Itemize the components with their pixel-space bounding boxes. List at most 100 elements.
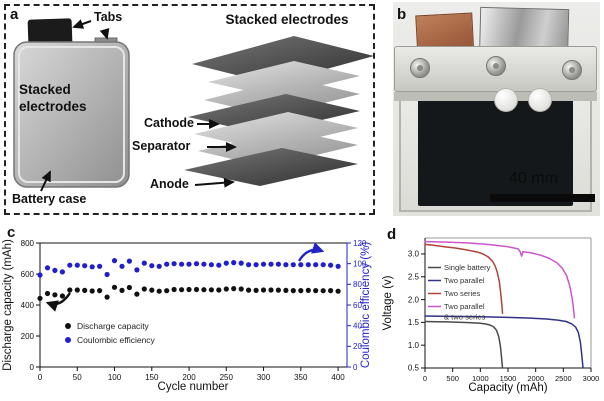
- data-point-capacity: [335, 288, 341, 294]
- data-point-efficiency: [141, 260, 147, 266]
- data-point-capacity: [275, 287, 281, 293]
- svg-text:1.0: 1.0: [408, 341, 420, 350]
- svg-text:Coulombic efficiency: Coulombic efficiency: [77, 335, 156, 345]
- svg-text:800: 800: [21, 239, 35, 248]
- svg-text:40: 40: [353, 321, 362, 330]
- cathode-label: Cathode: [144, 116, 194, 130]
- data-point-efficiency: [231, 260, 237, 266]
- data-point-capacity: [171, 286, 177, 293]
- data-point-capacity: [67, 287, 73, 293]
- vent-plug: [528, 88, 552, 112]
- panel-d-voltage-chart: d 0 500 1000 1500 2000 2500 3000 0.5 1.0 1.5 2.0 2.…: [380, 222, 604, 401]
- data-point-capacity: [238, 286, 244, 292]
- data-point-capacity: [74, 287, 80, 293]
- data-point-capacity: [179, 287, 185, 293]
- data-point-capacity: [268, 287, 274, 293]
- data-point-capacity: [37, 295, 43, 301]
- data-point-efficiency: [253, 262, 259, 268]
- data-point-efficiency: [59, 269, 65, 275]
- data-point-efficiency: [44, 265, 51, 271]
- series-line-2: [424, 243, 504, 315]
- data-point-capacity: [156, 288, 162, 294]
- svg-text:350: 350: [294, 373, 308, 382]
- battery-case-label: Battery case: [12, 192, 87, 206]
- data-point-efficiency: [111, 258, 118, 264]
- data-point-efficiency: [89, 264, 95, 270]
- battery-tab-negative: [27, 18, 73, 47]
- svg-text:0: 0: [30, 363, 35, 372]
- panel-c-cycling-chart: c 0 50 100 150 200 250 300 350 400 0 200 400 600 800 0…: [0, 222, 380, 401]
- svg-text:200: 200: [182, 373, 196, 382]
- svg-text:50: 50: [73, 373, 82, 382]
- svg-text:2.5: 2.5: [408, 272, 420, 281]
- svg-text:80: 80: [353, 280, 362, 289]
- data-point-efficiency: [260, 261, 267, 267]
- data-point-efficiency: [201, 261, 207, 267]
- data-point-efficiency: [313, 262, 319, 268]
- data-point-efficiency: [238, 260, 244, 266]
- data-point-efficiency: [186, 261, 192, 267]
- data-point-capacity: [231, 286, 237, 292]
- scale-bar: [490, 194, 595, 202]
- svg-text:20: 20: [353, 342, 362, 351]
- electrode-sheet-2: [208, 61, 360, 97]
- screw-icon: [486, 56, 506, 76]
- svg-text:2000: 2000: [527, 374, 544, 383]
- svg-text:0: 0: [353, 363, 358, 372]
- stacked-electrodes-body-label: Stacked electrodes: [19, 82, 87, 114]
- data-point-efficiency: [119, 263, 125, 269]
- svg-text:1500: 1500: [500, 374, 517, 383]
- voltage-chart: 0 500 1000 1500 2000 2500 3000 0.5 1.0 1.5 2.0 2.5 3…: [382, 237, 599, 394]
- svg-text:100: 100: [108, 373, 122, 382]
- data-point-efficiency: [52, 267, 58, 273]
- data-point-capacity: [201, 287, 207, 293]
- data-point-efficiency: [179, 261, 185, 267]
- data-point-efficiency: [37, 272, 43, 278]
- data-point-capacity: [119, 287, 125, 293]
- svg-text:1.5: 1.5: [408, 318, 420, 327]
- data-point-capacity: [193, 286, 200, 293]
- data-point-efficiency: [283, 262, 289, 268]
- data-point-efficiency: [126, 258, 132, 264]
- svg-text:300: 300: [257, 373, 271, 382]
- data-point-capacity: [298, 288, 304, 294]
- efficiency-axis-arrow: [297, 242, 325, 262]
- data-point-efficiency: [246, 262, 252, 268]
- electrode-stack-photo: [418, 98, 573, 206]
- cycling-chart: 0 50 100 150 200 250 300 350 400 0 200 400 600 800 0 20…: [2, 239, 372, 393]
- data-point-capacity: [111, 284, 118, 290]
- data-point-efficiency: [335, 263, 341, 269]
- tabs-arrow-left: [72, 19, 92, 29]
- battery-case-highlight: [18, 46, 125, 183]
- data-point-capacity: [104, 294, 110, 300]
- data-point-efficiency: [208, 262, 214, 268]
- scale-bar-label: 40 mm: [509, 170, 558, 187]
- data-point-efficiency: [320, 262, 326, 268]
- svg-text:Discharge capacity: Discharge capacity: [77, 321, 150, 331]
- data-point-efficiency: [67, 262, 73, 268]
- data-point-efficiency: [156, 263, 162, 269]
- anode-label: Anode: [150, 177, 189, 191]
- series-line-0: [424, 320, 504, 369]
- data-point-capacity: [313, 288, 319, 294]
- data-point-efficiency: [193, 261, 200, 267]
- data-point-capacity: [223, 286, 229, 292]
- data-point-efficiency: [149, 263, 155, 269]
- svg-text:0: 0: [423, 374, 427, 383]
- data-point-capacity: [290, 288, 296, 294]
- schematic-graphics: [13, 18, 374, 192]
- cycling-chart-content: 0 50 100 150 200 250 300 350 400 0 200 400 600 800 0 20…: [2, 239, 372, 393]
- data-point-capacity: [283, 287, 289, 293]
- svg-text:250: 250: [220, 373, 234, 382]
- data-point-capacity: [164, 288, 170, 294]
- panel-a-label: a: [10, 6, 19, 23]
- battery-case-body: [13, 41, 130, 188]
- svg-text:Coulombic efficiency (%): Coulombic efficiency (%): [360, 242, 372, 369]
- data-point-efficiency: [275, 261, 281, 267]
- svg-text:500: 500: [446, 374, 459, 383]
- data-point-capacity: [320, 288, 326, 294]
- data-point-capacity: [186, 286, 192, 293]
- data-point-efficiency: [216, 262, 222, 268]
- panel-d-label: d: [387, 226, 397, 243]
